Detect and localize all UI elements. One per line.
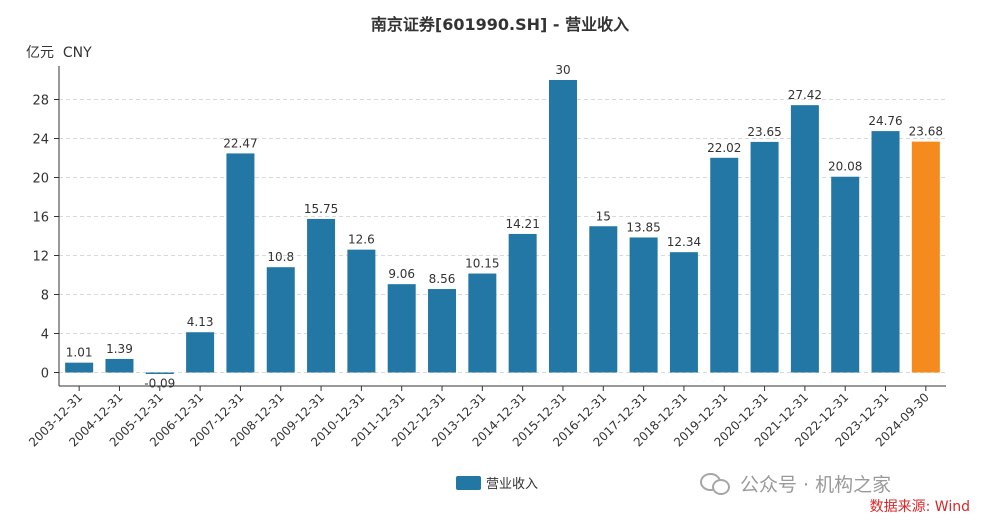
- y-tick-label: 24: [32, 133, 49, 148]
- bar[interactable]: [387, 284, 416, 373]
- y-tick-label: 20: [32, 172, 49, 187]
- bar-value-label: 13.85: [626, 220, 660, 234]
- bar[interactable]: [145, 372, 174, 375]
- y-tick-label: 0: [41, 367, 49, 382]
- bar[interactable]: [548, 80, 577, 373]
- y-tick-label: 28: [32, 94, 49, 109]
- bar-value-label: 1.39: [106, 342, 133, 356]
- bar[interactable]: [307, 218, 336, 373]
- bar-value-label: 4.13: [187, 315, 214, 329]
- bar-value-label: 20.08: [828, 160, 862, 174]
- bar-value-label: 10.8: [267, 250, 294, 264]
- bar-value-label: 14.21: [505, 217, 539, 231]
- legend[interactable]: 营业收入: [456, 476, 538, 492]
- bar[interactable]: [589, 226, 618, 373]
- bar-labels: 1.01 1.39 -0.09 4.13 22.47 10.8 15.75 12.6 9.06 8…: [66, 63, 943, 391]
- bar[interactable]: [831, 176, 860, 373]
- bar-value-label: 10.15: [465, 257, 499, 271]
- bar-value-label: 15.75: [304, 202, 338, 216]
- bar[interactable]: [790, 105, 819, 373]
- bar[interactable]: [186, 332, 215, 373]
- bar-value-label: 9.06: [388, 267, 415, 281]
- y-tick-label: 8: [41, 289, 49, 304]
- bar-value-label: 27.42: [788, 88, 822, 102]
- source-note: 数据来源: Wind: [869, 499, 970, 515]
- chart-title: 南京证券[601990.SH] - 营业收入: [371, 15, 629, 34]
- bar-value-label: 30: [555, 63, 570, 77]
- y-axis-label: 亿元 CNY: [26, 45, 92, 61]
- x-tick-labels: 2003-12-312004-12-312005-12-312006-12-31…: [26, 390, 932, 449]
- bar[interactable]: [911, 141, 940, 373]
- bar[interactable]: [65, 362, 94, 373]
- y-tick-label: 12: [32, 250, 49, 265]
- y-tick-labels: 0 4 8 12 16 20 24 28: [32, 94, 49, 382]
- y-tick-label: 4: [41, 328, 49, 343]
- bar[interactable]: [428, 289, 457, 373]
- bar[interactable]: [629, 237, 658, 373]
- bar[interactable]: [508, 233, 537, 373]
- bar[interactable]: [266, 267, 295, 373]
- bar-value-label: 24.76: [868, 114, 902, 128]
- wechat-icon: [700, 472, 730, 495]
- bar-value-label: 1.01: [66, 346, 93, 360]
- bar-value-label: 15: [596, 209, 611, 223]
- legend-swatch: [456, 476, 481, 490]
- bar[interactable]: [750, 141, 779, 373]
- bar[interactable]: [105, 358, 134, 373]
- bar-value-label: 22.02: [707, 141, 741, 155]
- bar[interactable]: [226, 153, 255, 373]
- legend-label: 营业收入: [486, 477, 538, 492]
- y-tick-label: 16: [32, 211, 49, 226]
- bar-value-label: 12.34: [667, 235, 701, 249]
- bar[interactable]: [669, 252, 698, 373]
- bar-value-label: -0.09: [144, 377, 175, 391]
- bar-value-label: 23.68: [909, 125, 943, 139]
- bar[interactable]: [871, 131, 900, 373]
- bar-value-label: 22.47: [223, 136, 257, 150]
- watermark-text: 公众号 · 机构之家: [740, 473, 892, 496]
- axes: [54, 66, 946, 391]
- bar-value-label: 12.6: [348, 233, 375, 247]
- bar-value-label: 8.56: [429, 272, 456, 286]
- bar-value-label: 23.65: [747, 125, 781, 139]
- bar[interactable]: [710, 157, 739, 373]
- bars: [65, 80, 940, 374]
- bar[interactable]: [347, 249, 376, 373]
- bar[interactable]: [468, 273, 497, 373]
- watermark: 公众号 · 机构之家: [700, 468, 980, 498]
